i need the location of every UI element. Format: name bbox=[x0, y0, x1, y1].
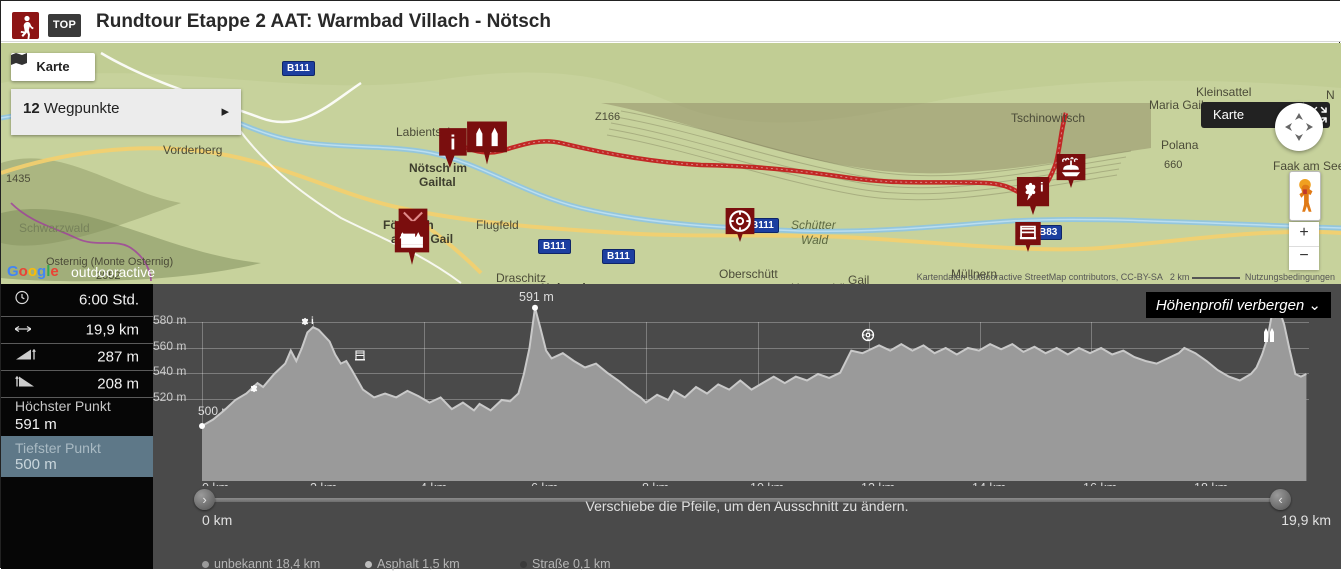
svg-text:i: i bbox=[311, 316, 314, 327]
svg-text:i: i bbox=[450, 133, 456, 155]
svg-text:i: i bbox=[1040, 180, 1044, 195]
